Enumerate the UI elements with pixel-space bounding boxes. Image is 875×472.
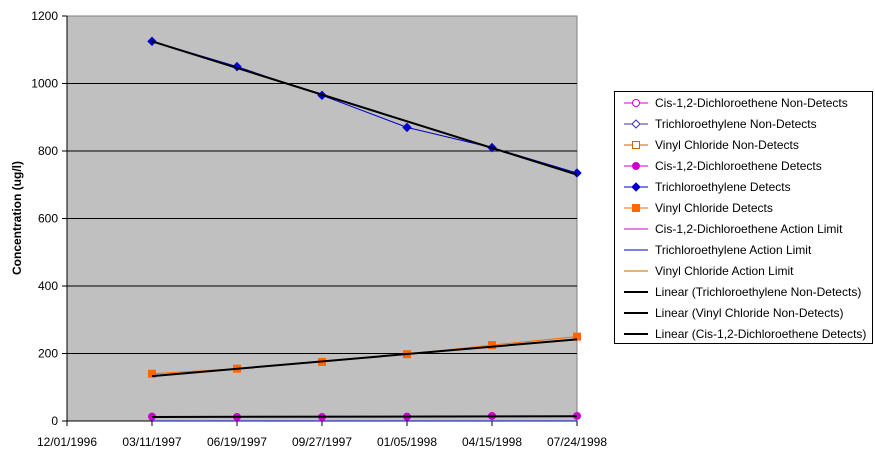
y-tick-label: 400 xyxy=(38,279,58,293)
legend-label: Linear (Trichloroethylene Non-Detects) xyxy=(655,285,862,299)
legend-swatch xyxy=(624,270,648,272)
y-tick-label: 600 xyxy=(38,212,58,226)
legend-item: Linear (Trichloroethylene Non-Detects) xyxy=(623,282,861,302)
legend-swatch xyxy=(624,312,648,314)
x-tick-label: 03/11/1997 xyxy=(122,435,181,449)
y-tick-label: 0 xyxy=(51,414,58,428)
legend-swatch xyxy=(624,291,648,293)
y-tick-label: 1200 xyxy=(31,9,58,23)
legend-label: Trichloroethylene Action Limit xyxy=(655,243,812,257)
series-9 xyxy=(151,40,578,176)
legend-swatch xyxy=(624,249,648,251)
y-ticks: 0 200 400 600 800 1000 1200 xyxy=(31,9,67,428)
legend-swatch xyxy=(624,182,648,192)
legend-item: Trichloroethylene Action Limit xyxy=(623,240,811,260)
legend-item: Vinyl Chloride Non-Detects xyxy=(623,135,799,155)
legend-label: Trichloroethylene Non-Detects xyxy=(655,117,817,131)
legend-item: Cis-1,2-Dichloroethene Non-Detects xyxy=(623,93,848,113)
legend-label: Vinyl Chloride Non-Detects xyxy=(655,138,799,152)
series-line xyxy=(151,338,578,378)
data-point xyxy=(148,369,156,378)
legend-swatch xyxy=(624,333,648,335)
legend-item: Cis-1,2-Dichloroethene Detects xyxy=(623,156,822,176)
legend-marker xyxy=(632,99,640,107)
legend-marker xyxy=(631,182,641,192)
legend-marker xyxy=(632,162,640,170)
x-tick-label: 04/15/1998 xyxy=(462,435,522,449)
legend-item: Trichloroethylene Non-Detects xyxy=(623,114,817,134)
legend-item: Cis-1,2-Dichloroethene Action Limit xyxy=(623,219,842,239)
legend-item: Linear (Vinyl Chloride Non-Detects) xyxy=(623,303,844,323)
legend-item: Vinyl Chloride Action Limit xyxy=(623,261,794,281)
legend-label: Linear (Cis-1,2-Dichloroethene Detects) xyxy=(655,327,867,341)
series-10 xyxy=(151,338,578,378)
legend-item: Linear (Cis-1,2-Dichloroethene Detects) xyxy=(623,324,866,344)
y-axis-label: Concentration (ug/l) xyxy=(10,161,24,275)
legend-item: Vinyl Chloride Detects xyxy=(623,198,773,218)
y-tick-label: 1000 xyxy=(31,77,58,91)
legend-label: Cis-1,2-Dichloroethene Detects xyxy=(655,159,822,173)
legend-swatch xyxy=(624,204,648,212)
legend: Cis-1,2-Dichloroethene Non-Detects Trichl… xyxy=(614,91,873,344)
x-ticks: 12/01/1996 03/11/1997 06/19/1997 09/27/1997… xyxy=(37,421,607,449)
x-tick-label: 06/19/1997 xyxy=(207,435,267,449)
legend-label: Vinyl Chloride Detects xyxy=(655,201,773,215)
legend-item: Trichloroethylene Detects xyxy=(623,177,791,197)
x-tick-label: 01/05/1998 xyxy=(377,435,437,449)
y-tick-label: 200 xyxy=(38,347,58,361)
series-group xyxy=(147,36,582,422)
legend-label: Cis-1,2-Dichloroethene Non-Detects xyxy=(655,96,848,110)
legend-label: Linear (Vinyl Chloride Non-Detects) xyxy=(655,306,844,320)
legend-swatch xyxy=(624,141,648,149)
data-point xyxy=(402,122,412,133)
data-point xyxy=(488,341,496,350)
legend-swatch xyxy=(624,162,648,170)
legend-label: Cis-1,2-Dichloroethene Action Limit xyxy=(655,222,843,236)
series-line xyxy=(151,40,578,176)
series-11 xyxy=(151,415,578,418)
legend-marker xyxy=(631,119,641,129)
gridlines xyxy=(67,83,577,354)
legend-label: Vinyl Chloride Action Limit xyxy=(655,264,794,278)
y-tick-label: 800 xyxy=(38,144,58,158)
legend-label: Trichloroethylene Detects xyxy=(655,180,791,194)
series-line xyxy=(151,415,578,418)
legend-marker xyxy=(632,141,640,149)
legend-marker xyxy=(632,204,640,212)
legend-swatch xyxy=(624,99,648,107)
legend-swatch xyxy=(624,119,648,129)
legend-swatch xyxy=(624,228,648,230)
x-tick-label: 07/24/1998 xyxy=(547,435,607,449)
x-tick-label: 09/27/1997 xyxy=(292,435,352,449)
x-tick-label: 12/01/1996 xyxy=(37,435,97,449)
